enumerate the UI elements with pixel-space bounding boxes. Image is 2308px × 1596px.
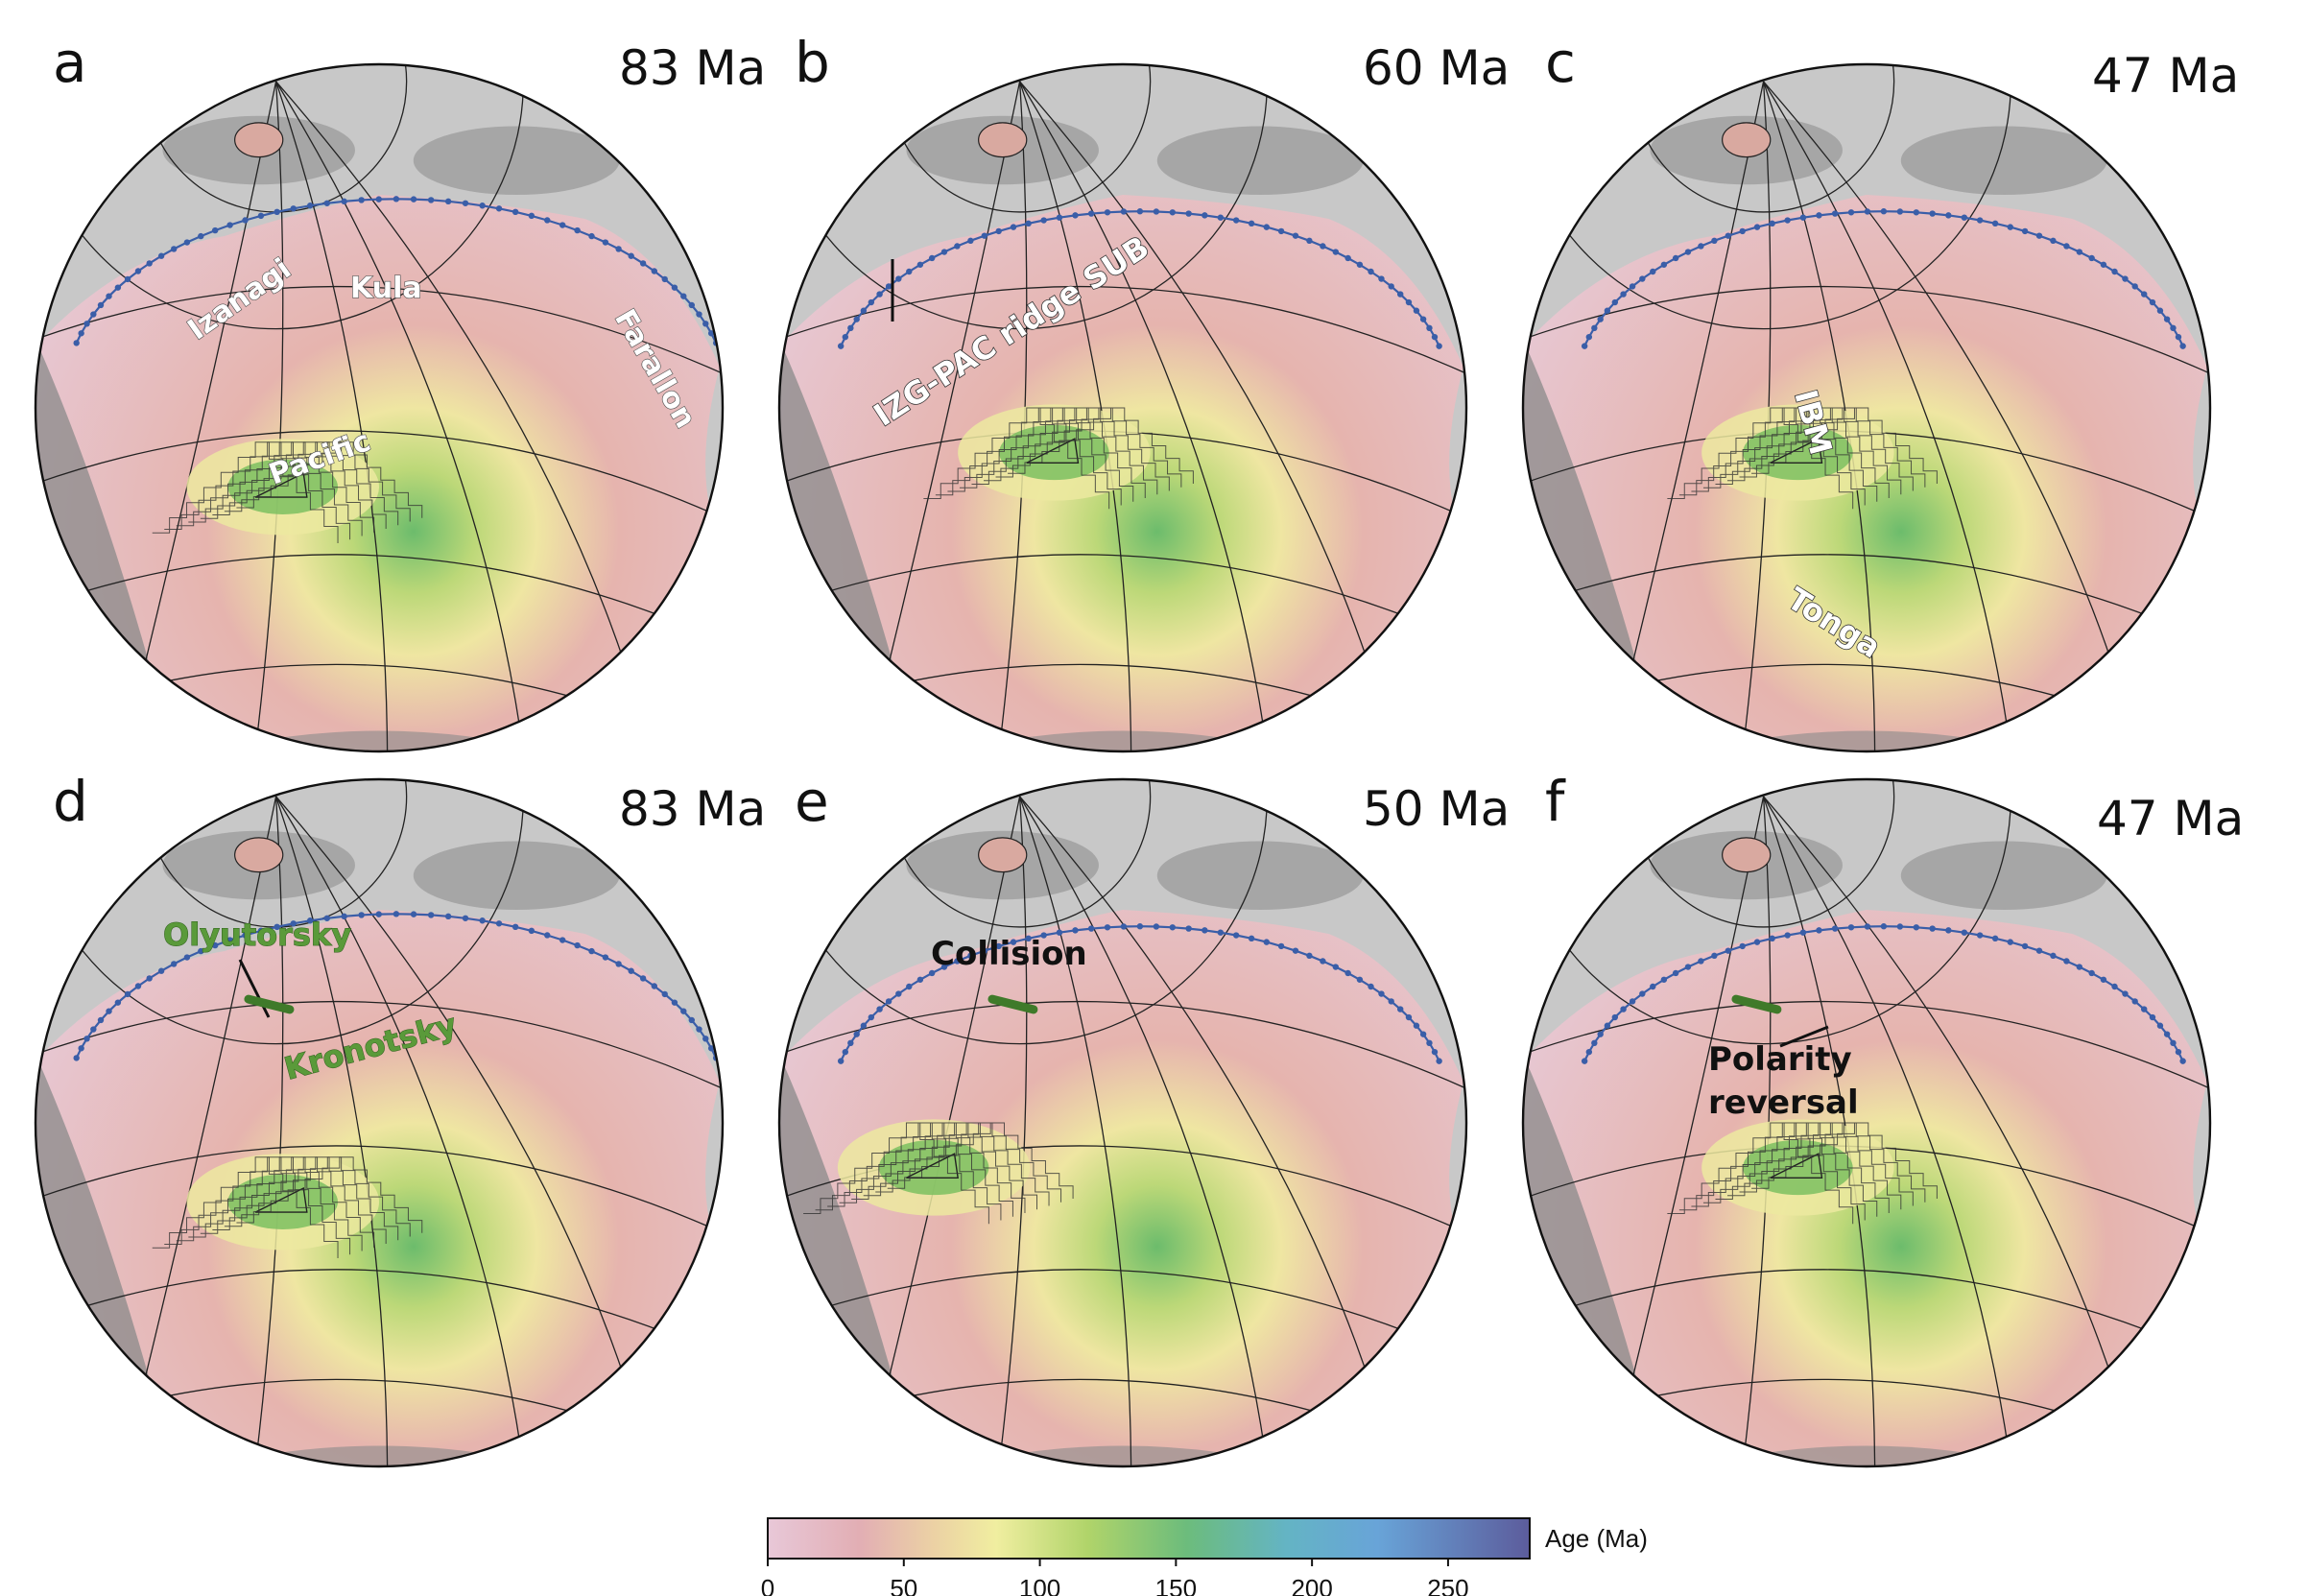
map-label: reversal bbox=[1708, 1084, 1859, 1122]
colorbar-tick-label: 150 bbox=[1155, 1574, 1197, 1596]
map-label: Olyutorsky bbox=[163, 917, 351, 953]
panel-age: 47 Ma bbox=[2097, 791, 2244, 846]
subduction-zone bbox=[1581, 923, 2186, 1064]
colorbar-title: Age (Ma) bbox=[1545, 1524, 1648, 1553]
globe-outline bbox=[777, 62, 1468, 753]
globe-content bbox=[1523, 64, 2210, 751]
panel-letter: b bbox=[795, 30, 830, 95]
annotation-arrow bbox=[238, 959, 271, 1018]
subduction-zone bbox=[73, 196, 720, 346]
map-label: Collision bbox=[931, 935, 1087, 973]
panel-age: 60 Ma bbox=[1363, 40, 1510, 96]
arc-terrane bbox=[1731, 994, 1782, 1014]
panel-age: 50 Ma bbox=[1363, 781, 1510, 837]
continent-south bbox=[207, 1445, 551, 1466]
globe-outline bbox=[34, 777, 725, 1468]
panel-letter: e bbox=[795, 769, 829, 834]
globe-panel-e: e 50 Ma Collision bbox=[777, 769, 1510, 1468]
annotation-arrow bbox=[1779, 1025, 1829, 1048]
continent-south bbox=[1695, 1445, 2038, 1466]
isochrons bbox=[1667, 407, 1938, 510]
panel-age: 83 Ma bbox=[619, 40, 766, 96]
subduction-zone bbox=[837, 923, 1442, 1064]
continent-south bbox=[1695, 730, 2038, 751]
colorbar-ticks: 0 50 100 150 200 250 bbox=[761, 1559, 1469, 1596]
age-colorbar: Age (Ma) 0 50 100 150 200 250 bbox=[761, 1517, 1648, 1596]
globe-outline bbox=[34, 62, 725, 753]
panel-letter: f bbox=[1545, 769, 1566, 834]
arc-terrane bbox=[244, 994, 295, 1014]
colorbar-ramp bbox=[767, 1517, 1531, 1560]
panel-letter: d bbox=[53, 769, 88, 834]
arctic-shelf bbox=[1900, 126, 2107, 196]
globe-content bbox=[1523, 779, 2210, 1466]
arctic-basin bbox=[978, 122, 1028, 158]
panel-age: 47 Ma bbox=[2092, 48, 2239, 104]
globe-outline bbox=[777, 777, 1468, 1468]
isochrons bbox=[152, 1156, 423, 1259]
continent-south bbox=[951, 730, 1295, 751]
globe-outline bbox=[1521, 62, 2212, 753]
isochrons bbox=[1667, 1122, 1938, 1225]
arctic-basin bbox=[234, 122, 284, 158]
colorbar-tick-label: 50 bbox=[890, 1574, 917, 1596]
isochrons bbox=[803, 1122, 1074, 1225]
map-label: Polarity bbox=[1708, 1040, 1852, 1079]
arctic-shelf bbox=[1900, 841, 2107, 911]
map-label: Kula bbox=[350, 272, 422, 305]
colorbar-tick-label: 250 bbox=[1427, 1574, 1468, 1596]
panel-letter: c bbox=[1545, 30, 1576, 95]
arctic-basin bbox=[234, 837, 284, 873]
arctic-shelf bbox=[1156, 841, 1364, 911]
colorbar-tick-label: 100 bbox=[1019, 1574, 1060, 1596]
isochrons bbox=[923, 407, 1194, 510]
subduction-zone bbox=[837, 208, 1442, 349]
panel-age: 83 Ma bbox=[619, 781, 766, 837]
arc-terrane bbox=[987, 994, 1038, 1014]
isochrons bbox=[152, 441, 423, 544]
arctic-shelf bbox=[1156, 126, 1364, 196]
subduction-zone bbox=[1581, 208, 2186, 349]
subduction-zone bbox=[73, 911, 720, 1061]
continent-south bbox=[951, 1445, 1295, 1466]
arctic-basin bbox=[978, 837, 1028, 873]
colorbar-tick-label: 200 bbox=[1291, 1574, 1332, 1596]
arctic-basin bbox=[1722, 122, 1772, 158]
arctic-basin bbox=[1722, 837, 1772, 873]
colorbar-tick-label: 0 bbox=[761, 1574, 774, 1596]
globe-outline bbox=[1521, 777, 2212, 1468]
panel-letter: a bbox=[53, 30, 87, 95]
arctic-shelf bbox=[413, 841, 620, 911]
globe-panel-f: f 47 Ma Polarity reversal bbox=[1521, 769, 2244, 1468]
continent-south bbox=[207, 730, 551, 751]
arctic-shelf bbox=[413, 126, 620, 196]
